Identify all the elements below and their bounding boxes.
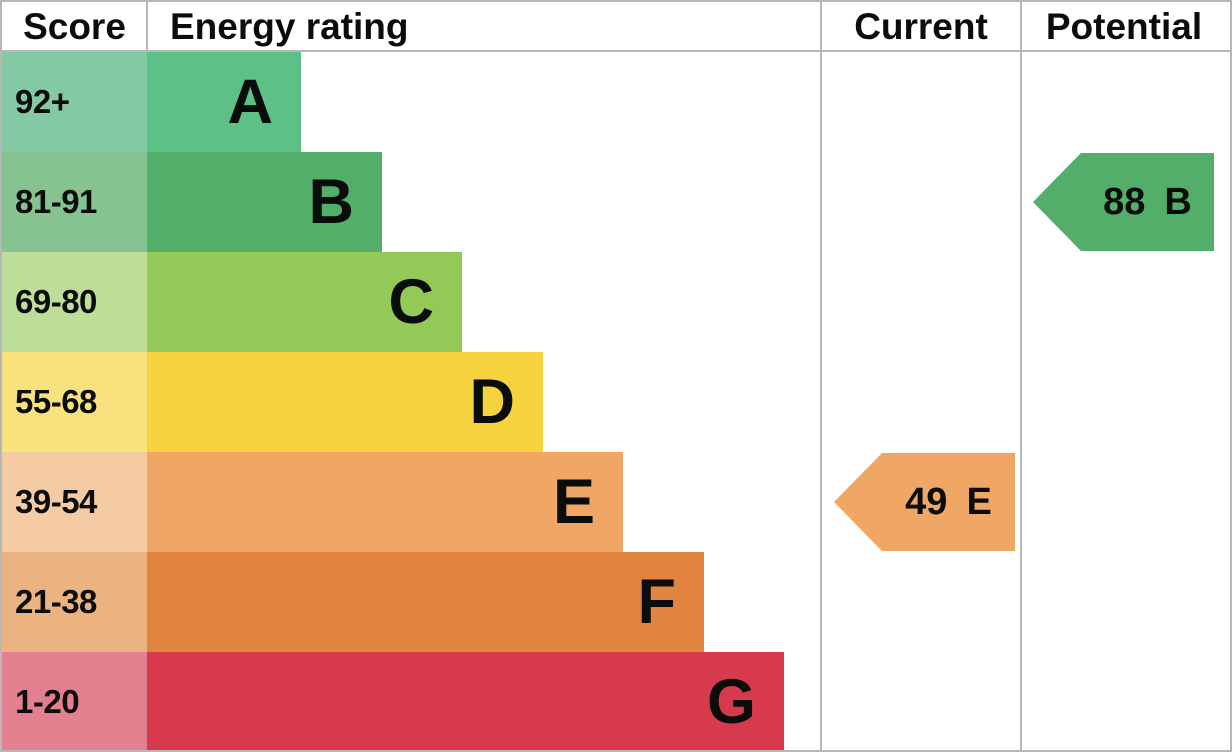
potential-column-divider (1020, 2, 1022, 750)
band-row-d: 55-68 D (2, 352, 1230, 452)
rating-bar-c: C (147, 252, 462, 352)
score-range-label: 1-20 (15, 683, 80, 720)
current-score-value: 49 (905, 480, 948, 523)
header-divider-line (2, 50, 1230, 52)
band-letter: C (388, 267, 435, 337)
band-letter: D (469, 367, 516, 437)
band-row-e: 39-54 E (2, 452, 1230, 552)
band-row-c: 69-80 C (2, 252, 1230, 352)
score-range-cell-g: 1-20 (2, 652, 147, 750)
score-range-cell-c: 69-80 (2, 252, 147, 352)
band-letter: G (706, 667, 756, 737)
score-range-cell-a: 92+ (2, 52, 147, 152)
rating-bar-g: G (147, 652, 784, 750)
score-range-label: 92+ (15, 83, 70, 120)
band-row-f: 21-38 F (2, 552, 1230, 652)
band-row-a: 92+ A (2, 52, 1230, 152)
rating-bar-e: E (147, 452, 623, 552)
band-letter: E (552, 467, 595, 537)
score-range-cell-b: 81-91 (2, 152, 147, 252)
band-letter: B (308, 167, 355, 237)
score-range-cell-d: 55-68 (2, 352, 147, 452)
score-range-label: 21-38 (15, 583, 97, 620)
potential-score-value: 88 (1103, 180, 1146, 223)
header-potential: Potential (1045, 6, 1203, 47)
band-letter: A (227, 67, 274, 137)
current-column-divider (820, 2, 822, 750)
band-letter: F (637, 567, 676, 637)
header-current: Current (854, 6, 988, 47)
score-range-label: 69-80 (15, 283, 97, 320)
rating-bar-b: B (147, 152, 382, 252)
potential-band-letter: B (1164, 180, 1192, 223)
score-column-divider (146, 2, 148, 50)
score-range-label: 39-54 (15, 483, 97, 520)
current-band-letter: E (966, 480, 992, 523)
rating-bar-a: A (147, 52, 301, 152)
band-row-g: 1-20 G (2, 652, 1230, 750)
header-score: Score (23, 6, 126, 47)
score-range-cell-f: 21-38 (2, 552, 147, 652)
rating-bar-f: F (147, 552, 704, 652)
rating-bar-d: D (147, 352, 543, 452)
score-range-label: 81-91 (15, 183, 97, 220)
band-row-b: 81-91 B (2, 152, 1230, 252)
header-energy-rating: Energy rating (170, 6, 409, 47)
rating-bands: 92+ A 81-91 B 69-80 C 55-68 D 39-54 E 21-38 F 1-20 G (2, 52, 1230, 750)
score-range-cell-e: 39-54 (2, 452, 147, 552)
score-range-label: 55-68 (15, 383, 97, 420)
